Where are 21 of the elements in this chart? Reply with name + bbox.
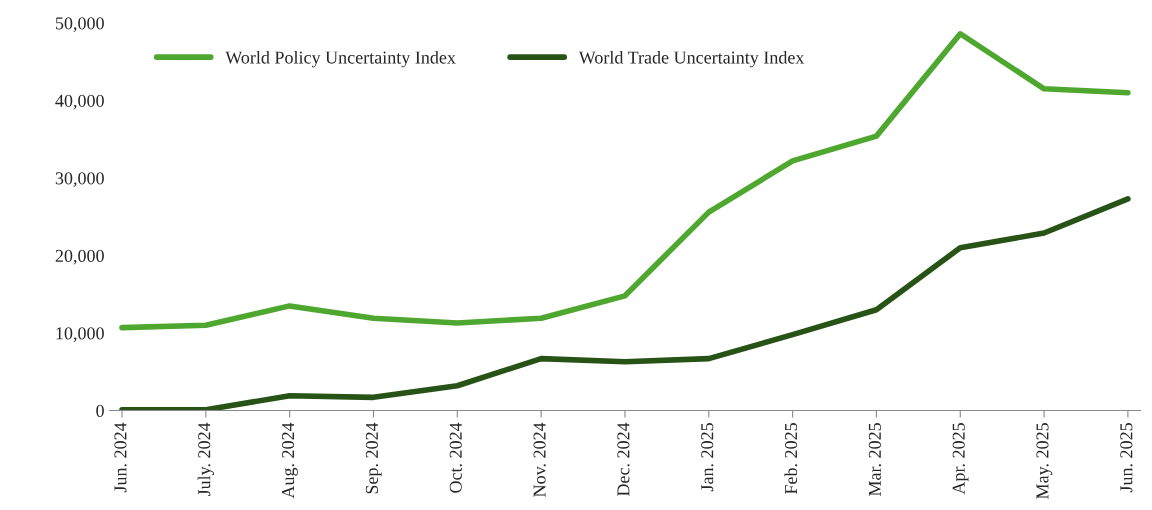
x-tick-label: Dec. 2024 [617,422,630,497]
y-tick-label: 50,000 [55,17,104,32]
x-tick-label: July. 2024 [197,422,215,497]
x-tick-label: Jun. 2025 [1120,423,1133,493]
x-tick-label: Feb. 2025 [784,423,798,495]
y-tick-label: 30,000 [55,172,104,188]
x-tick-label: Aug. 2024 [281,422,298,499]
x-tick-label: Jun. 2024 [114,422,127,493]
legend-label: World Trade Uncertainty Index [578,50,805,68]
x-tick-label: Apr. 2025 [952,423,969,495]
x-tick-label: Oct. 2024 [449,422,462,493]
legend-label: World Policy Uncertainty Index [225,50,456,68]
x-tick-label: Nov. 2024 [533,422,546,497]
x-tick-label: May. 2025 [1036,423,1053,499]
y-tick-label: 0 [96,404,104,417]
x-tick-label: Mar. 2025 [868,423,882,497]
x-tick-label: Sep. 2024 [365,422,382,494]
y-tick-label: 40,000 [55,94,104,110]
y-tick-label: 20,000 [55,249,104,265]
x-tick-label: Jan. 2025 [701,423,714,492]
y-tick-label: 10,000 [56,327,104,343]
